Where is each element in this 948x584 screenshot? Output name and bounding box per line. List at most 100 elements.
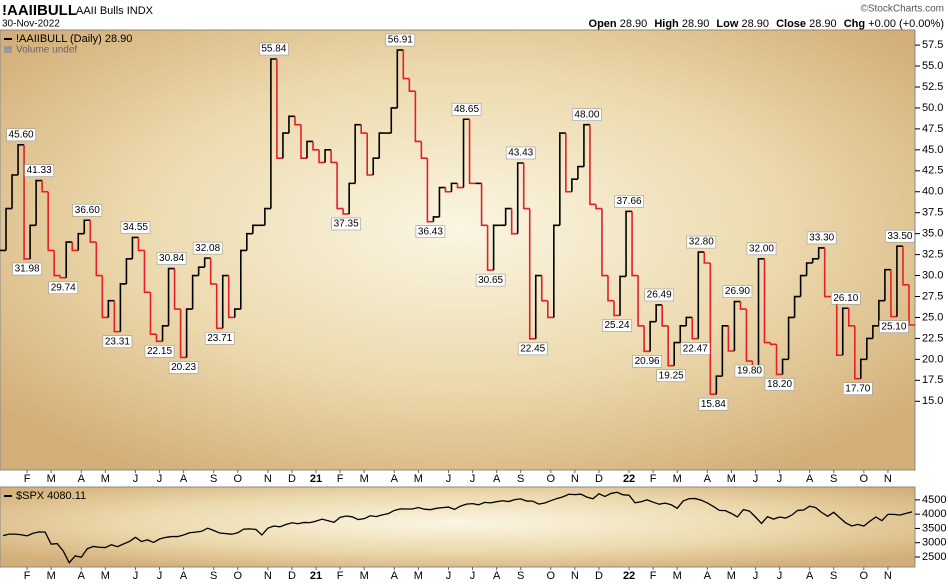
value-label: 36.60	[72, 203, 103, 217]
step-segment	[763, 258, 771, 344]
step-segment	[270, 58, 277, 209]
value-label: 48.00	[572, 108, 602, 122]
value-label-box	[385, 33, 416, 47]
x-tick-label: S	[517, 473, 524, 485]
step-segment	[721, 325, 729, 377]
value-label-text: 22.15	[147, 346, 172, 357]
value-label-box	[842, 382, 873, 395]
value-label-box	[686, 235, 717, 249]
note: Volume undef	[16, 45, 77, 56]
value-label: 33.30	[806, 231, 837, 245]
step-segment	[679, 325, 687, 343]
step-segment	[866, 337, 873, 360]
value-label-box	[415, 225, 446, 238]
step-segment	[348, 182, 356, 214]
y-tick-label: 2500	[922, 551, 946, 563]
step-segment	[294, 116, 301, 126]
value-label-box	[144, 345, 175, 358]
value-label-text: 41.33	[27, 165, 52, 176]
step-segment	[306, 140, 314, 159]
step-segment	[757, 258, 765, 372]
step-segment	[300, 124, 308, 160]
quote-value: +0.00 (+0.00%)	[868, 18, 944, 30]
value-label-text: 30.84	[159, 253, 184, 264]
step-segment	[589, 124, 596, 206]
step-segment	[47, 191, 55, 252]
step-segment	[203, 257, 211, 268]
symbol-name: AAII Bulls INDX	[76, 5, 154, 17]
step-segment	[330, 149, 338, 164]
y-tick-label: 45.0	[922, 144, 943, 156]
x-tick-label: F	[337, 570, 344, 582]
step-segment	[360, 124, 368, 134]
x-tick-label: J	[753, 570, 759, 582]
step-segment	[607, 275, 615, 302]
step-segment	[655, 304, 663, 322]
value-label: 22.15	[144, 345, 175, 358]
value-label: 26.10	[830, 291, 861, 305]
step-segment	[703, 252, 711, 264]
legend-label: $SPX 4080.11	[16, 490, 86, 502]
step-segment	[480, 183, 488, 227]
y-tick-label: 37.5	[922, 207, 943, 219]
step-segment	[312, 141, 320, 151]
value-label-text: 29.74	[51, 282, 76, 293]
value-label-text: 23.31	[105, 336, 130, 347]
value-label: 45.60	[6, 128, 36, 142]
x-tick-label: A	[704, 570, 712, 582]
y-tick-label: 57.5	[922, 39, 943, 51]
x-tick-label: A	[493, 473, 501, 485]
step-segment	[577, 165, 584, 180]
x-tick-label: J	[157, 473, 163, 485]
x-tick-label: A	[806, 570, 814, 582]
value-label-text: 48.00	[574, 109, 599, 120]
date: 30-Nov-2022	[2, 19, 60, 30]
value-label: 19.80	[734, 364, 765, 378]
x-tick-label: A	[180, 570, 188, 582]
step-segment	[239, 249, 247, 310]
step-segment	[727, 325, 735, 352]
step-segment	[221, 274, 229, 329]
value-label-box	[806, 231, 837, 245]
step-segment	[884, 268, 891, 301]
step-segment	[366, 133, 374, 176]
step-segment	[23, 144, 31, 260]
value-label-text: 20.96	[635, 356, 660, 367]
y-tick-label: 50.0	[922, 102, 943, 114]
y-tick-label: 52.5	[922, 81, 943, 93]
step-segment	[137, 237, 145, 252]
x-tick-label: 21	[310, 473, 322, 485]
step-segment	[252, 224, 259, 234]
step-segment	[823, 247, 831, 298]
value-label-box	[120, 221, 151, 234]
x-tick-label: M	[47, 473, 56, 485]
x-tick-label: J	[777, 473, 783, 485]
step-segment	[215, 283, 223, 330]
value-label-box	[192, 241, 223, 255]
value-label: 30.65	[475, 273, 506, 287]
value-label-text: 26.49	[647, 290, 672, 301]
step-segment	[456, 183, 464, 189]
x-tick-label: D	[288, 473, 296, 485]
step-segment	[847, 308, 855, 327]
symbol: !AAIIBULL	[2, 2, 77, 19]
step-segment	[649, 320, 657, 352]
x-tick-label: D	[288, 570, 296, 582]
step-segment	[709, 262, 717, 396]
value-label-text: 37.66	[617, 196, 642, 207]
value-label-box	[644, 288, 674, 302]
step-segment	[143, 250, 151, 294]
x-tick-label: N	[264, 473, 272, 485]
value-label-text: 17.70	[845, 383, 870, 394]
value-label: 56.91	[385, 33, 416, 47]
step-segment	[908, 284, 915, 326]
step-segment	[197, 266, 205, 276]
step-segment	[805, 262, 813, 276]
x-tick-label: S	[210, 473, 217, 485]
step-segment	[173, 268, 181, 310]
step-segment	[444, 187, 452, 193]
step-segment	[781, 358, 789, 375]
step-segment	[426, 158, 434, 223]
value-label-text: 33.30	[809, 233, 834, 244]
